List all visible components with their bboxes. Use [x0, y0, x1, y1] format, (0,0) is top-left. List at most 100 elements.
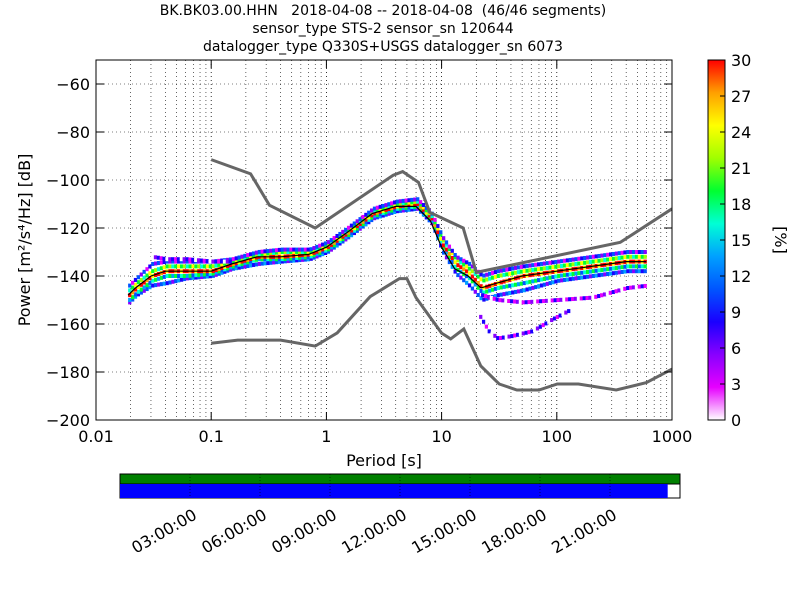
density-cell	[441, 236, 446, 241]
density-cell	[257, 252, 261, 257]
density-cell	[177, 264, 181, 269]
density-cell	[614, 289, 618, 294]
density-cell	[133, 292, 138, 297]
density-cell	[476, 285, 480, 290]
density-cell	[162, 265, 166, 270]
density-cell	[145, 278, 149, 283]
density-cell	[237, 265, 241, 270]
density-cell	[524, 300, 528, 305]
density-cell	[346, 232, 351, 237]
density-cell	[620, 287, 624, 292]
density-cell	[534, 267, 538, 272]
density-cell	[249, 263, 253, 268]
density-cell	[537, 262, 541, 267]
density-cell	[591, 273, 596, 278]
density-cell	[148, 271, 152, 276]
density-cell	[156, 282, 161, 287]
density-cell	[537, 278, 541, 283]
density-cell	[240, 257, 244, 262]
density-cell	[321, 244, 325, 249]
density-cell	[456, 255, 460, 260]
colorbar-tick-label: 3	[731, 375, 741, 394]
density-cell	[640, 269, 644, 274]
density-cell	[364, 212, 368, 217]
density-cell	[493, 294, 498, 299]
density-cell	[591, 254, 596, 259]
y-tick-label: −160	[46, 315, 90, 334]
density-cell	[395, 201, 400, 206]
density-cell	[453, 260, 457, 265]
density-cell	[349, 228, 354, 233]
density-cell	[222, 259, 227, 264]
density-cell	[289, 258, 293, 263]
density-cell	[211, 271, 215, 276]
density-cell	[335, 241, 339, 246]
density-cell	[643, 264, 647, 269]
density-cell	[493, 286, 498, 291]
density-cell	[130, 295, 135, 300]
density-cell	[318, 248, 322, 253]
density-cell	[231, 264, 236, 269]
density-cell	[421, 205, 426, 210]
density-cell	[447, 255, 452, 260]
density-cell	[367, 220, 371, 225]
density-cell	[416, 204, 420, 209]
density-cell	[505, 272, 509, 277]
density-cell	[159, 266, 164, 271]
density-cell	[531, 285, 535, 290]
density-cell	[418, 204, 423, 209]
density-cell	[467, 283, 472, 288]
density-cell	[243, 261, 247, 266]
density-cell	[537, 284, 541, 289]
density-cell	[338, 234, 342, 239]
density-cell	[539, 261, 544, 266]
density-cell	[228, 267, 233, 272]
density-cell	[482, 290, 486, 295]
density-cell	[548, 281, 552, 286]
timeline-tick-label: 18:00:00	[478, 505, 550, 557]
density-cell	[315, 244, 319, 249]
density-cell	[136, 280, 141, 285]
density-cell	[515, 299, 520, 304]
density-cell	[179, 277, 184, 282]
density-cell	[188, 276, 192, 281]
density-cell	[632, 254, 636, 259]
density-cell	[326, 247, 331, 252]
density-cell	[637, 254, 642, 259]
density-cell	[202, 258, 207, 263]
density-cell	[384, 210, 388, 215]
density-cell	[453, 253, 457, 258]
density-cell	[489, 295, 494, 300]
density-cell	[410, 207, 414, 212]
density-cell	[133, 294, 138, 299]
density-cell	[260, 252, 264, 257]
density-cell	[326, 242, 331, 247]
density-cell	[156, 267, 161, 272]
density-cell	[393, 202, 397, 207]
density-cell	[154, 277, 158, 282]
density-cell	[568, 272, 572, 277]
density-cell	[156, 261, 161, 266]
density-cell	[292, 250, 296, 254]
density-cell	[493, 270, 498, 275]
density-cell	[208, 259, 212, 264]
density-cell	[600, 272, 604, 277]
density-cell	[441, 243, 446, 248]
density-cell	[398, 199, 403, 204]
density-cell	[560, 273, 564, 278]
density-cell	[557, 259, 561, 264]
title-line-3: datalogger_type Q330S+USGS datalogger_sn…	[203, 39, 563, 55]
density-cell	[609, 271, 613, 276]
density-cell	[174, 279, 178, 284]
density-cell	[483, 294, 488, 299]
density-cell	[289, 256, 293, 261]
density-cell	[611, 271, 616, 276]
density-cell	[597, 294, 601, 299]
density-cell	[490, 270, 495, 275]
density-cell	[165, 264, 169, 269]
density-cell	[375, 212, 380, 217]
density-cell	[128, 298, 132, 302]
density-cell	[583, 255, 587, 260]
density-cell	[544, 321, 548, 326]
density-cell	[205, 259, 209, 264]
